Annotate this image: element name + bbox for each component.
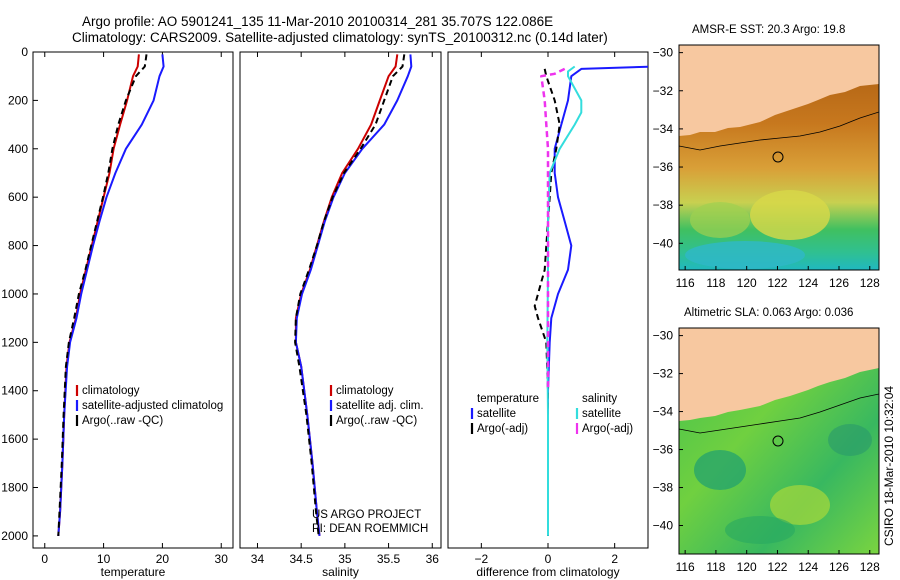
sla-map: Altimetric SLA: 0.063 Argo: 0.036 — [678, 307, 880, 555]
sst-map-xtick-label: 120 — [737, 276, 757, 290]
difference-series-salinity-argo-adj- — [540, 67, 566, 391]
temperature-legend-label: Argo(..raw -QC) — [82, 415, 163, 427]
sst-map-xtick-label: 128 — [860, 276, 880, 290]
salinity-series-argo-raw-qc- — [294, 54, 406, 537]
difference-xtick-label: 0 — [545, 552, 552, 566]
temperature-ytick-label: 1600 — [1, 432, 28, 446]
sla-map-ytick-label: −40 — [653, 519, 674, 533]
temperature-xlabel: temperature — [101, 565, 166, 579]
sst-argo-marker — [772, 151, 784, 163]
temperature-ytick-label: 1200 — [1, 335, 28, 349]
salinity-xtick-label: 36 — [426, 552, 440, 566]
difference-legend-label: temperature — [477, 393, 539, 405]
difference-xtick-label: 2 — [611, 552, 618, 566]
salinity-annotation: PI: DEAN ROEMMICH — [312, 523, 428, 535]
sla-map-xtick-label: 124 — [798, 560, 818, 574]
temperature-xtick-label: 0 — [41, 552, 48, 566]
difference-xlabel: difference from climatology — [476, 565, 619, 579]
temperature-ytick-label: 200 — [8, 93, 28, 107]
sla-map-xtick-label: 116 — [676, 560, 695, 574]
temperature-xtick-label: 30 — [215, 552, 229, 566]
sla-map-xtick-label: 122 — [767, 560, 787, 574]
sla-map-xtick-label: 128 — [860, 560, 880, 574]
sst-map-ytick-label: −36 — [653, 160, 674, 174]
sst-map-xtick-label: 116 — [676, 276, 695, 290]
temperature-ytick-label: 400 — [8, 142, 28, 156]
header-line1: Argo profile: AO 5901241_135 11-Mar-2010… — [82, 14, 553, 29]
sla-map-title: Altimetric SLA: 0.063 Argo: 0.036 — [684, 307, 853, 319]
sst-map-xtick-label: 122 — [767, 276, 787, 290]
salinity-xtick-label: 34.5 — [289, 552, 313, 566]
temperature-xtick-label: 10 — [97, 552, 111, 566]
salinity-xtick-label: 35.5 — [377, 552, 401, 566]
salinity-xtick-label: 34 — [251, 552, 265, 566]
sst-map-ytick-label: −32 — [653, 84, 674, 98]
sla-map-xtick-label: 126 — [829, 560, 849, 574]
salinity-xtick-label: 35 — [338, 552, 352, 566]
difference-legend-label: satellite — [477, 408, 516, 420]
sla-map-ytick-label: −32 — [653, 367, 674, 381]
temperature-ytick-label: 1000 — [1, 287, 28, 301]
salinity-legend-label: climatology — [336, 385, 394, 397]
temperature-panel: 0 10 20 30 0 200 400 600 800 1000 1200 1400 1600 1800… — [1, 45, 234, 579]
difference-xtick-label: −2 — [474, 552, 488, 566]
temperature-ytick-label: 0 — [21, 45, 28, 59]
sst-map-ytick-label: −34 — [653, 122, 674, 136]
difference-series-salinity-satellite — [546, 65, 583, 536]
sla-map-xtick-label: 118 — [706, 560, 725, 574]
sla-map-ytick-label: −30 — [653, 329, 674, 343]
difference-series-temperature-argo-adj- — [533, 68, 561, 536]
difference-legend-label: Argo(-adj) — [582, 423, 633, 435]
header-line2: Climatology: CARS2009. Satellite-adjuste… — [72, 30, 608, 45]
sla-map-ytick-label: −34 — [653, 405, 674, 419]
difference-legend-label: salinity — [582, 393, 617, 405]
sla-coast-contour — [679, 393, 879, 434]
difference-legend-label: satellite — [582, 408, 621, 420]
temperature-frame — [32, 51, 234, 549]
sst-map-ytick-label: −38 — [653, 198, 674, 212]
sst-map-title: AMSR-E SST: 20.3 Argo: 19.8 — [692, 24, 845, 36]
temperature-ytick-label: 600 — [8, 190, 28, 204]
salinity-xlabel: salinity — [322, 565, 359, 579]
sla-map-ytick-label: −38 — [653, 481, 674, 495]
side-stamp: CSIRO 18-Mar-2010 10:32:04 — [882, 386, 896, 546]
sst-map-xtick-label: 126 — [829, 276, 849, 290]
temperature-xtick-label: 20 — [156, 552, 170, 566]
temperature-ytick-label: 1800 — [1, 481, 28, 495]
salinity-legend-label: satellite adj. clim. — [336, 400, 424, 412]
difference-legend-label: Argo(-adj) — [477, 423, 528, 435]
sst-map-ytick-label: −30 — [653, 46, 674, 60]
sst-map: AMSR-E SST: 20.3 Argo: 19.8 — [678, 24, 880, 271]
sst-map-xtick-label: 124 — [798, 276, 818, 290]
salinity-frame — [239, 51, 442, 549]
temperature-ytick-label: 1400 — [1, 384, 28, 398]
sla-map-ytick-label: −36 — [653, 443, 674, 457]
temperature-legend-label: climatology — [82, 385, 140, 397]
sst-land — [679, 45, 879, 136]
sst-map-xtick-label: 118 — [706, 276, 725, 290]
temperature-series-argo-raw-qc- — [57, 54, 148, 536]
salinity-annotation: US ARGO PROJECT — [312, 509, 421, 521]
sla-map-xtick-label: 120 — [737, 560, 757, 574]
sst-map-ytick-label: −40 — [653, 236, 674, 250]
sla-argo-marker — [772, 435, 784, 447]
temperature-legend-label: satellite-adjusted climatolog — [82, 400, 223, 412]
sla-land — [679, 328, 879, 421]
sst-coast-contour — [679, 111, 879, 151]
temperature-ytick-label: 2000 — [1, 529, 28, 543]
salinity-legend-label: Argo(..raw -QC) — [336, 415, 417, 427]
temperature-ytick-label: 800 — [8, 239, 28, 253]
salinity-panel: 34 34.5 35 35.5 36 salinity climatology satelli… — [239, 51, 442, 579]
